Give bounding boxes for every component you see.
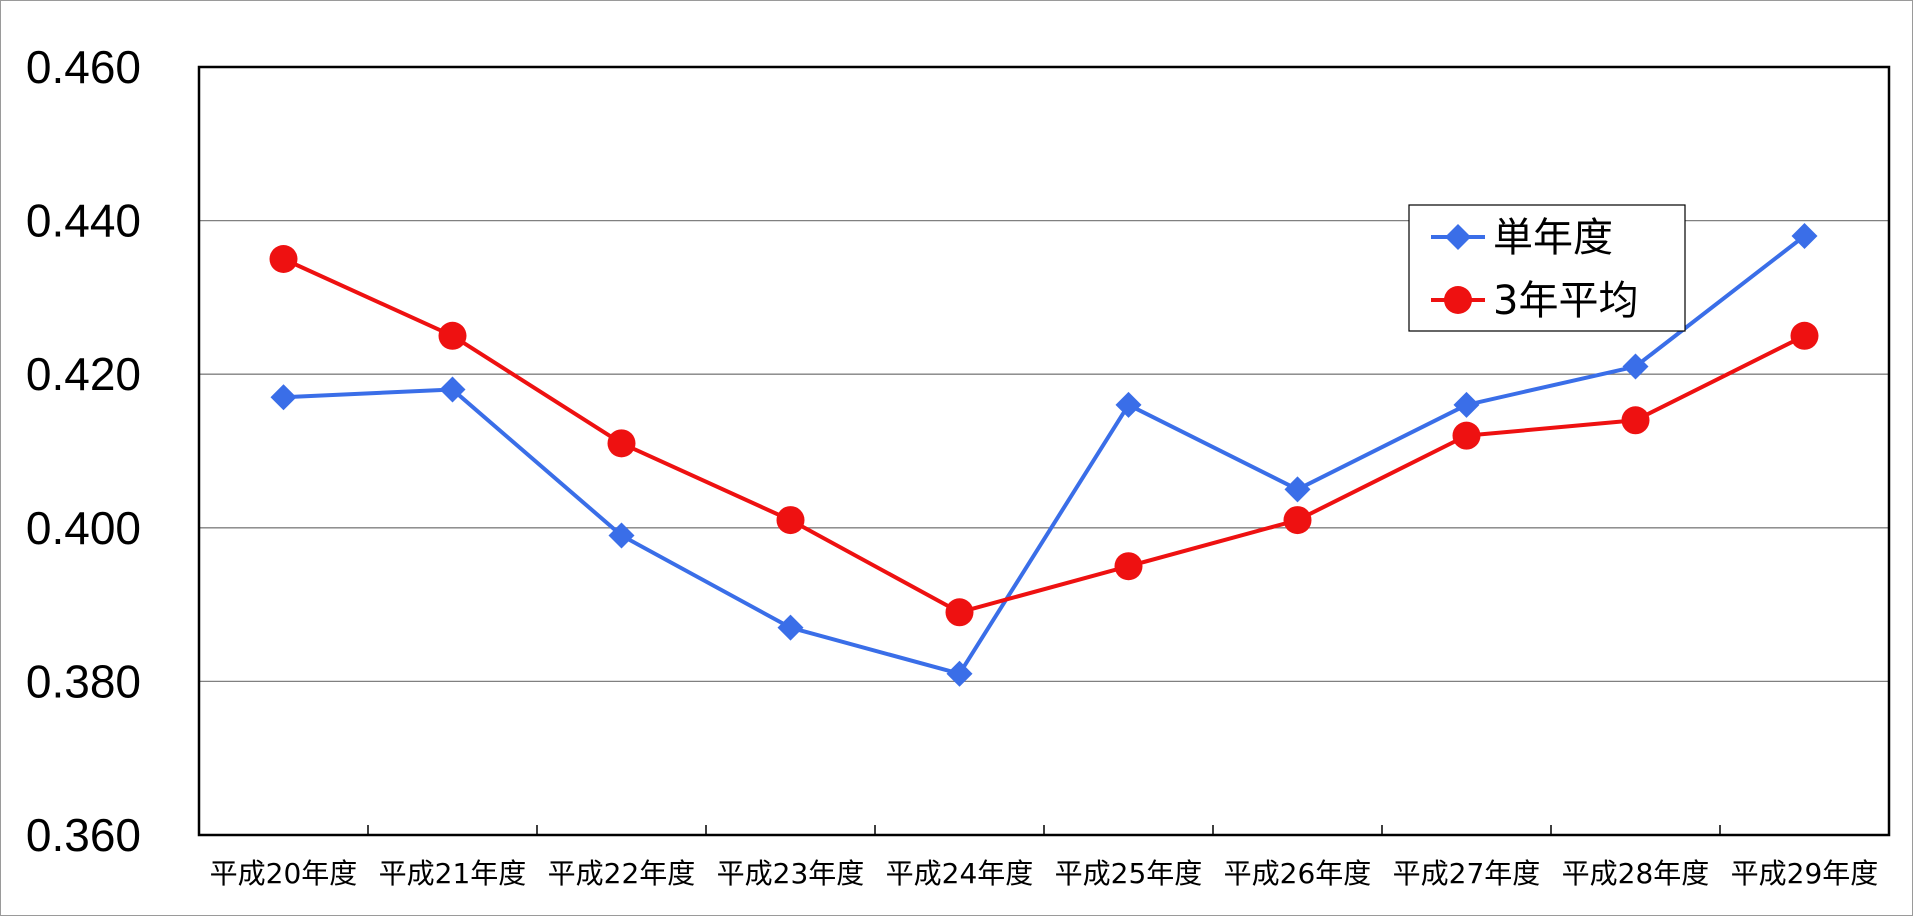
y-axis-ticks: 0.360 0.380 0.400 0.420 0.440 0.460 xyxy=(26,41,141,861)
data-point xyxy=(1791,222,1818,249)
data-point xyxy=(1114,552,1143,581)
data-point xyxy=(1452,421,1481,450)
legend-marker xyxy=(1445,224,1471,250)
x-tick-label: 平成25年度 xyxy=(1055,857,1203,890)
legend-label: 単年度 xyxy=(1493,215,1613,261)
x-tick-label: 平成22年度 xyxy=(548,857,696,890)
legend-item: 3年平均 xyxy=(1431,278,1638,324)
y-tick-label: 0.420 xyxy=(26,348,141,400)
series-line xyxy=(282,257,1806,615)
data-point xyxy=(439,376,466,403)
data-point xyxy=(1283,506,1312,535)
data-point xyxy=(269,245,298,273)
y-tick-label: 0.460 xyxy=(26,41,141,93)
legend-marker xyxy=(1444,286,1472,314)
y-tick-label: 0.400 xyxy=(26,502,141,554)
series-layer xyxy=(269,222,1819,687)
series-line xyxy=(283,234,1806,676)
data-point xyxy=(945,598,974,627)
y-tick-label: 0.360 xyxy=(26,809,141,861)
x-axis-ticks: 平成20年度 平成21年度 平成22年度 平成23年度 平成24年度 平成25年度 平成26… xyxy=(210,857,1879,890)
x-tick-label: 平成23年度 xyxy=(717,857,865,890)
data-point xyxy=(1453,391,1480,418)
data-point xyxy=(1621,406,1650,435)
x-tick-label: 平成27年度 xyxy=(1393,857,1541,890)
plot-area xyxy=(197,65,1891,837)
y-tick-label: 0.380 xyxy=(26,655,141,707)
data-point xyxy=(1284,476,1311,503)
legend: 単年度 3年平均 xyxy=(1408,204,1686,332)
x-tick-marks xyxy=(367,825,1721,835)
y-tick-label: 0.440 xyxy=(26,195,141,247)
x-tick-label: 平成26年度 xyxy=(1224,857,1372,890)
series-1 xyxy=(270,222,1818,687)
series-2 xyxy=(269,245,1819,627)
data-point xyxy=(607,429,636,458)
data-point xyxy=(1115,391,1142,418)
x-tick-label: 平成24年度 xyxy=(886,857,1034,890)
data-point xyxy=(1622,353,1649,380)
data-point xyxy=(776,506,805,535)
data-point xyxy=(270,384,297,411)
x-tick-label: 平成28年度 xyxy=(1562,857,1710,890)
data-point xyxy=(608,522,635,549)
data-point xyxy=(777,614,804,641)
x-tick-label: 平成20年度 xyxy=(210,857,358,890)
x-tick-label: 平成29年度 xyxy=(1731,857,1879,890)
data-point xyxy=(946,660,973,687)
x-tick-label: 平成21年度 xyxy=(379,857,527,890)
data-point xyxy=(438,321,467,350)
legend-label: 3年平均 xyxy=(1493,278,1638,324)
data-point xyxy=(1790,321,1819,350)
legend-item: 単年度 xyxy=(1431,215,1613,261)
